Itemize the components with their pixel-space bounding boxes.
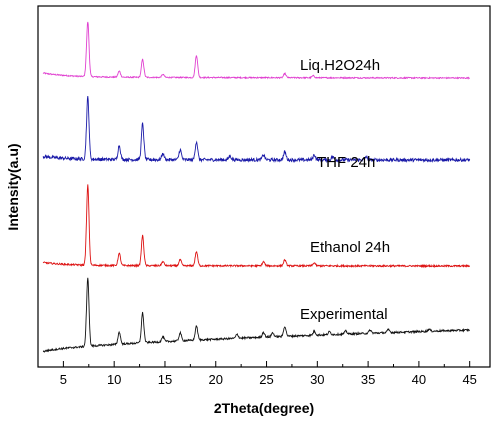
x-axis-ticks: 5 10 15 20 25 30 35 40 45 xyxy=(37,361,477,387)
series-line-3 xyxy=(42,277,470,353)
series-line-2 xyxy=(42,184,471,269)
series-line-0 xyxy=(42,21,471,80)
x-tick-label: 25 xyxy=(259,372,273,387)
x-tick-label: 40 xyxy=(412,372,426,387)
series-label-thf: THF 24h xyxy=(317,154,375,171)
x-tick-label: 15 xyxy=(158,372,172,387)
x-tick-label: 30 xyxy=(310,372,324,387)
x-tick-label: 10 xyxy=(107,372,121,387)
series-line-1 xyxy=(42,96,471,164)
y-axis-title: Intensity(a.u) xyxy=(5,143,21,230)
x-axis-title: 2Theta(degree) xyxy=(214,400,314,416)
x-tick-label: 20 xyxy=(209,372,223,387)
x-tick-label: 5 xyxy=(60,372,67,387)
series-label-liq-h2o: Liq.H2O24h xyxy=(300,57,380,74)
plot-frame xyxy=(37,5,491,368)
x-tick-label: 35 xyxy=(361,372,375,387)
series-label-ethanol: Ethanol 24h xyxy=(310,239,390,256)
series-layer xyxy=(42,21,471,353)
series-label-experimental: Experimental xyxy=(300,306,388,323)
x-tick-label: 45 xyxy=(462,372,476,387)
series-label-layer: Liq.H2O24h THF 24h Ethanol 24h Experimen… xyxy=(300,57,390,323)
